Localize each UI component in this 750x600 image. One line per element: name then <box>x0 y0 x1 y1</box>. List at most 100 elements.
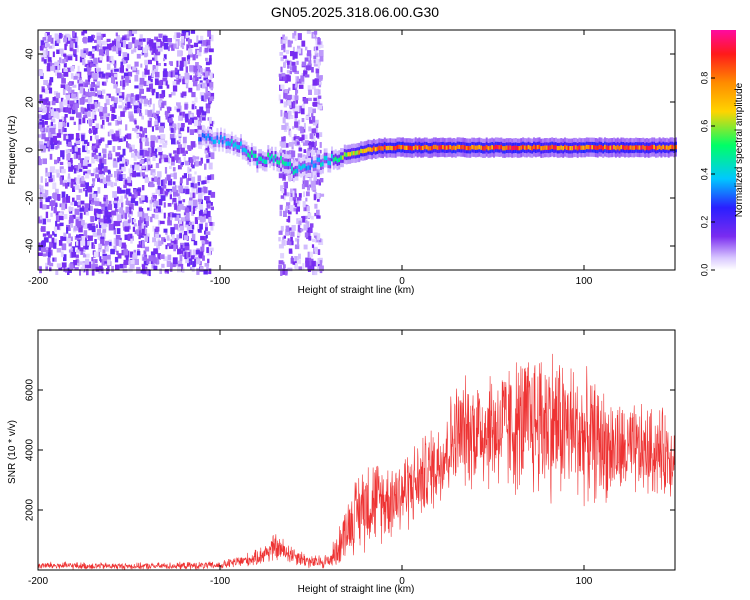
noise-cell-1-403 <box>279 167 283 172</box>
noise-cell-1-180 <box>314 140 317 147</box>
noise-cell-0-1208 <box>97 187 101 194</box>
noise-cell-0-1133 <box>50 200 56 206</box>
noise-cell-0-1830 <box>123 72 129 79</box>
noise-cell-0-1181 <box>139 91 142 99</box>
ridge-cell <box>247 152 250 158</box>
noise-cell-0-1976 <box>137 248 140 252</box>
noise-cell-0-2131 <box>180 217 186 222</box>
noise-cell-0-1923 <box>56 49 60 54</box>
noise-cell-1-149 <box>298 193 302 198</box>
noise-cell-0-1285 <box>177 248 181 255</box>
noise-cell-0-905 <box>113 114 117 119</box>
noise-cell-1-159 <box>307 185 310 191</box>
ridge-cell <box>387 145 390 151</box>
noise-cell-0-1943 <box>182 91 187 97</box>
noise-cell-1-288 <box>292 160 296 165</box>
noise-cell-0-719 <box>131 144 135 150</box>
noise-cell-1-211 <box>294 136 300 140</box>
noise-cell-1-57 <box>308 143 313 150</box>
noise-cell-0-1287 <box>182 32 186 39</box>
ridge-cell <box>614 145 617 151</box>
noise-cell-0-2001 <box>102 225 107 230</box>
noise-cell-0-2082 <box>44 178 47 183</box>
noise-cell-1-161 <box>318 50 324 57</box>
noise-cell-0-177 <box>51 204 54 211</box>
noise-cell-0-434 <box>141 71 147 78</box>
noise-cell-0-994 <box>207 202 212 206</box>
noise-cell-0-1417 <box>86 65 92 71</box>
noise-cell-0-1586 <box>56 133 62 138</box>
noise-cell-1-258 <box>278 237 281 242</box>
noise-cell-0-780 <box>157 220 161 226</box>
noise-cell-0-1677 <box>186 37 190 42</box>
noise-cell-1-380 <box>304 140 309 144</box>
noise-cell-0-1453 <box>88 205 93 211</box>
noise-cell-0-773 <box>60 128 63 135</box>
noise-cell-0-1903 <box>183 61 187 67</box>
ridge-cell <box>420 145 423 151</box>
noise-cell-0-875 <box>155 188 160 194</box>
noise-cell-0-467 <box>192 249 198 257</box>
noise-cell-0-1023 <box>64 55 69 62</box>
noise-cell-0-2169 <box>203 40 207 46</box>
noise-cell-0-956 <box>74 184 80 190</box>
noise-cell-0-1281 <box>187 59 190 65</box>
noise-cell-0-1791 <box>177 133 182 137</box>
ridge-cell <box>243 147 246 153</box>
noise-cell-0-670 <box>176 102 181 106</box>
ridge-cell <box>309 165 312 170</box>
ridge-cell <box>338 157 341 162</box>
noise-cell-0-1813 <box>145 134 148 139</box>
noise-cell-0-456 <box>115 178 119 182</box>
snr-x-ticks: -200 -100 0 100 <box>28 330 593 587</box>
noise-cell-0-1066 <box>152 57 155 61</box>
noise-cell-0-1625 <box>207 204 211 209</box>
ridge-cell <box>201 132 204 138</box>
noise-cell-0-721 <box>173 135 177 140</box>
noise-cell-0-787 <box>74 165 79 171</box>
noise-cell-0-1878 <box>40 176 43 183</box>
colorbar-label: Normalized spectral amplitude <box>734 82 745 217</box>
noise-cell-0-1760 <box>172 81 177 85</box>
noise-cell-0-741 <box>197 182 201 186</box>
noise-cell-0-1207 <box>79 80 83 85</box>
noise-cell-0-1123 <box>100 46 105 52</box>
noise-cell-0-1952 <box>130 259 135 266</box>
noise-cell-1-299 <box>316 96 320 103</box>
ridge-cell <box>523 145 526 150</box>
noise-cell-1-334 <box>308 107 313 113</box>
noise-cell-0-1834 <box>161 159 164 163</box>
noise-cell-0-1262 <box>101 81 105 86</box>
noise-cell-0-457 <box>207 249 212 256</box>
noise-cell-0-1325 <box>86 150 90 154</box>
ridge-cell <box>534 145 537 150</box>
noise-cell-0-2062 <box>205 222 208 228</box>
noise-cell-0-1499 <box>137 162 142 167</box>
colorbar-tick-label-2: 0.4 <box>699 168 709 181</box>
noise-cell-1-349 <box>306 206 310 212</box>
noise-cell-0-268 <box>154 154 158 158</box>
noise-cell-1-392 <box>278 73 282 77</box>
noise-cell-1-451 <box>290 236 293 242</box>
noise-cell-0-200 <box>102 81 107 86</box>
noise-cell-1-279 <box>308 251 313 258</box>
ridge-cell <box>673 145 676 150</box>
noise-cell-0-1486 <box>117 171 121 178</box>
noise-cell-1-237 <box>301 184 305 190</box>
noise-cell-1-164 <box>290 188 294 194</box>
noise-cell-0-463 <box>129 251 134 258</box>
noise-cell-0-164 <box>153 54 158 62</box>
noise-cell-0-1248 <box>153 214 159 220</box>
noise-cell-0-1097 <box>126 141 128 148</box>
noise-cell-0-13 <box>86 169 91 175</box>
noise-cell-0-1102 <box>108 200 112 205</box>
noise-cell-0-1926 <box>197 224 201 229</box>
noise-cell-0-501 <box>54 96 59 103</box>
ridge-cell <box>429 146 432 151</box>
noise-cell-0-1873 <box>78 188 83 193</box>
noise-cell-0-551 <box>178 200 182 206</box>
noise-cell-1-450 <box>286 126 290 130</box>
noise-cell-0-1662 <box>183 231 188 236</box>
ridge-cell <box>616 145 619 150</box>
noise-cell-0-759 <box>125 179 130 186</box>
